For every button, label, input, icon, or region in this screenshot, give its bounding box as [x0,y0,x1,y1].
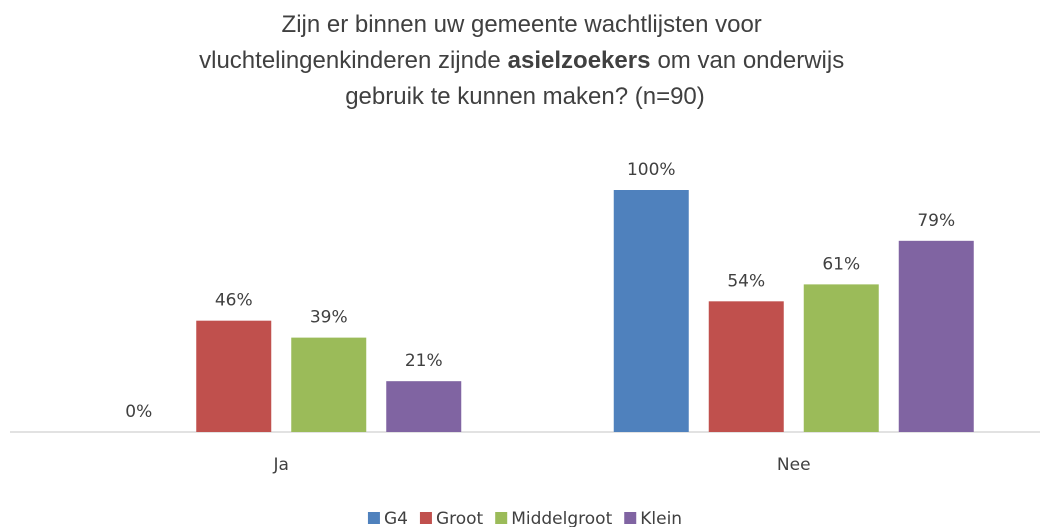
legend-label: Klein [640,509,682,527]
bar [196,320,272,432]
title-part: asielzoekers [508,47,651,74]
legend-swatch [624,512,637,524]
bar [291,337,367,432]
data-label: 54% [727,271,765,291]
data-label: 21% [405,351,443,371]
data-label: 39% [310,308,348,328]
data-label: 79% [917,211,955,231]
data-label: 46% [215,291,253,311]
bar [613,190,689,432]
title-part: gebruik te kunnen maken? (n=90) [345,83,705,110]
title-part: vluchtelingenkinderen zijnde [199,47,501,74]
title-part: om van onderwijs [657,47,844,74]
legend-swatch [495,512,508,524]
data-label: 0% [125,402,152,422]
chart-title: Zijn er binnen uw gemeente wachtlijsten … [199,11,851,110]
bar [708,301,784,432]
bar [803,284,879,432]
data-label: 61% [822,254,860,274]
legend-swatch [419,512,432,524]
title-part: Zijn er binnen uw gemeente wachtlijsten … [282,11,762,38]
x-tick-label: Ja [273,455,289,475]
legend-label: Middelgroot [511,509,612,527]
legend-label: G4 [384,509,408,527]
legend-label: Groot [436,509,484,527]
bar [386,381,462,432]
legend-swatch [367,512,380,524]
data-label: 100% [627,160,676,180]
bar [898,240,974,432]
x-tick-label: Nee [777,455,811,475]
